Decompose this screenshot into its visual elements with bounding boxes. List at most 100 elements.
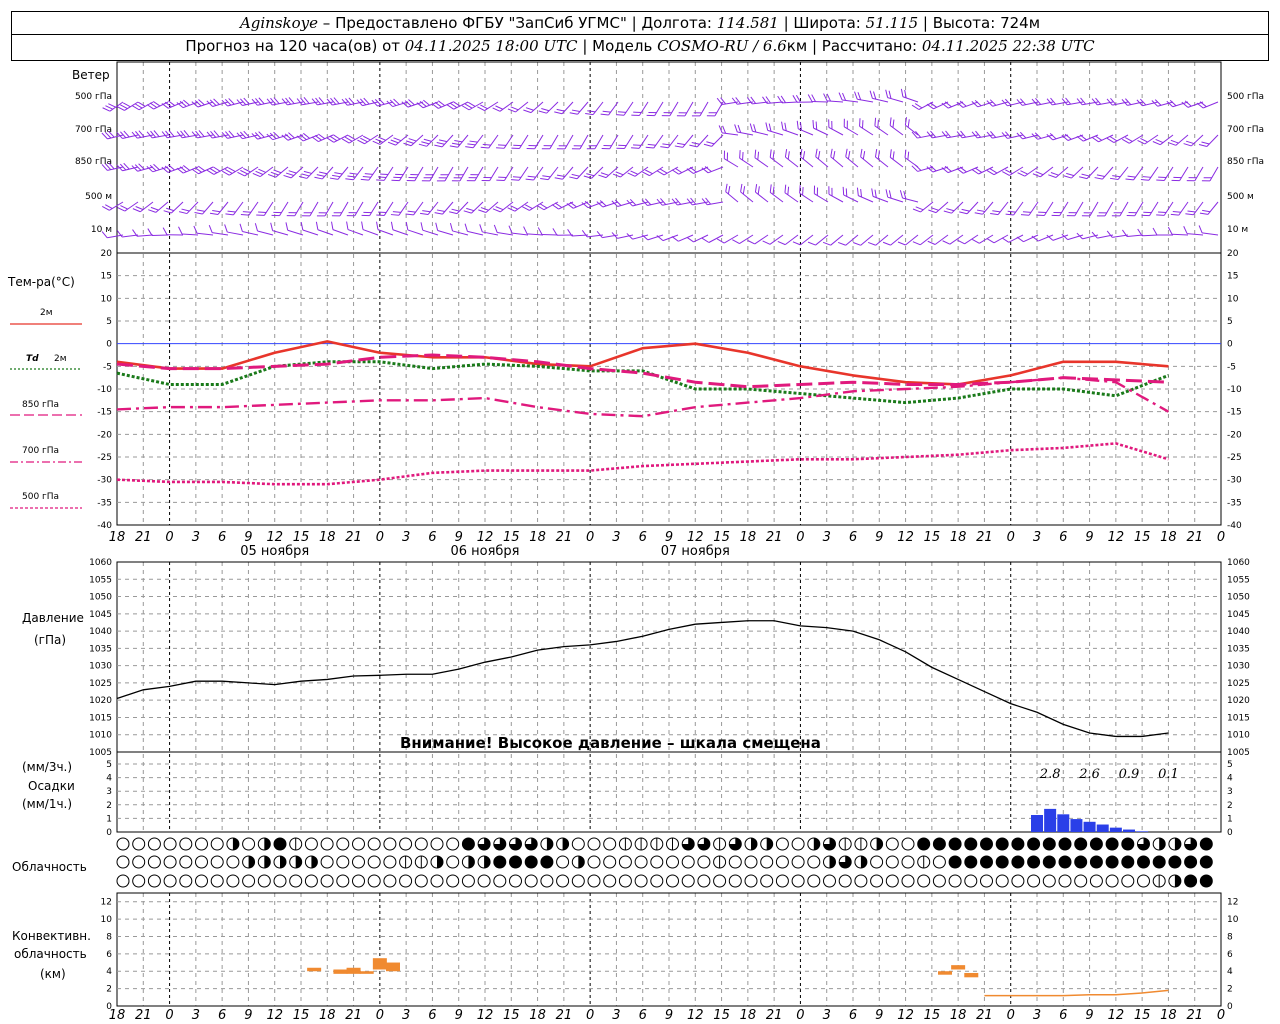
cloud-symbol [1137,874,1150,888]
barb-flag [1081,173,1090,177]
barb-flag [882,241,891,246]
barb-shaft [1159,134,1174,146]
barb-flag [614,199,622,206]
barb-flag [581,230,588,238]
wind-barb [904,117,919,136]
barb-shaft [707,201,724,206]
barb-flag [178,226,183,235]
conv-bar [951,965,966,970]
barb-shaft [935,201,949,213]
barb-flag [1196,102,1204,109]
wind-level-right: 10 м [1227,225,1248,235]
barb-flag [989,99,997,106]
barb-shaft [889,125,904,136]
barb-flag [787,151,790,160]
barb-shaft [422,229,439,236]
barb-shaft [769,191,784,203]
barb-shaft [889,156,904,168]
cloud-symbol [1152,855,1166,869]
temp-label: Тем-ра(°С) [7,275,75,289]
barb-flag [378,136,386,141]
wind-barb [754,184,769,203]
barb-shaft [887,196,904,203]
barb-flag [240,213,249,216]
precip-bar [1083,821,1096,832]
temp-series-dashdot [116,376,1170,418]
barb-shaft [699,101,709,117]
date-label: 05 ноября [240,544,309,559]
barb-flag [686,168,694,174]
barb-shaft [1127,234,1144,238]
cloud-symbol [383,874,397,888]
barb-flag [331,221,334,230]
barb-shaft [1037,134,1054,140]
cloud-symbol [1042,837,1056,851]
barb-flag [236,99,243,106]
barb-flag [108,103,116,108]
barb-flag [746,97,753,105]
wind-barb [911,130,934,139]
barb-flag [571,148,580,150]
barb-shaft [979,234,994,244]
barb-flag [434,212,443,215]
barb-shaft [1202,101,1219,109]
wind-barb [626,233,649,240]
wind-barb [492,201,514,213]
barb-shaft [534,134,544,149]
barb-flag [168,130,175,137]
barb-shaft [917,166,934,172]
cloud-symbol [932,855,946,869]
barb-flag [301,173,310,177]
wind-barb [1121,98,1144,106]
barb-shaft [227,231,244,236]
wind-barb [1167,226,1189,236]
wind-barb [754,149,769,168]
barb-flag [221,99,228,107]
wind-barb [611,199,634,207]
pres-ytick-left: 1030 [89,662,112,672]
barb-flag [585,112,594,116]
barb-flag [1031,235,1039,242]
barb-flag [286,215,295,217]
barb-flag [523,226,528,235]
hour-label-bottom: 18 [109,1008,126,1023]
hour-label-bottom: 6 [849,1008,857,1023]
wind-barb [1106,134,1129,143]
cloud-symbol [399,837,413,851]
cloud-symbol [1074,855,1088,869]
prec-ytick-left: 5 [106,760,112,770]
barb-shaft [798,128,814,136]
legend-td-label: Td [26,354,39,364]
wind-barb [251,131,274,140]
barb-shaft [488,134,499,149]
barb-flag [757,151,760,160]
cloud-symbol [116,874,130,888]
wind-barb [815,148,829,168]
barb-shaft [669,101,679,117]
precip-total-label: 0.1 [1158,767,1179,782]
barb-shaft [242,134,259,140]
wind-barb [346,201,364,217]
barb-flag [706,141,715,145]
wind-barb [296,132,319,142]
barb-flag [611,200,618,207]
barb-flag [877,119,879,128]
cloud-symbol [304,837,318,851]
wind-barb [416,99,439,109]
temp-ytick-left: -10 [97,385,112,395]
wind-barb [406,166,424,182]
barb-flag [1187,210,1196,213]
barb-flag [701,167,709,174]
barb-flag [461,105,470,111]
barb-flag [228,130,235,138]
prec-ytick-left: 0 [106,828,112,838]
precip-total-label: 2.6 [1078,767,1100,782]
barb-flag [600,113,609,116]
barb-shaft [1089,201,1099,217]
barb-shaft [1023,234,1039,243]
barb-flag [701,198,708,206]
barb-shaft [377,229,394,236]
wind-barb [161,130,184,139]
temp-ytick-right: -25 [1227,453,1242,463]
cloud-symbol [650,855,664,869]
